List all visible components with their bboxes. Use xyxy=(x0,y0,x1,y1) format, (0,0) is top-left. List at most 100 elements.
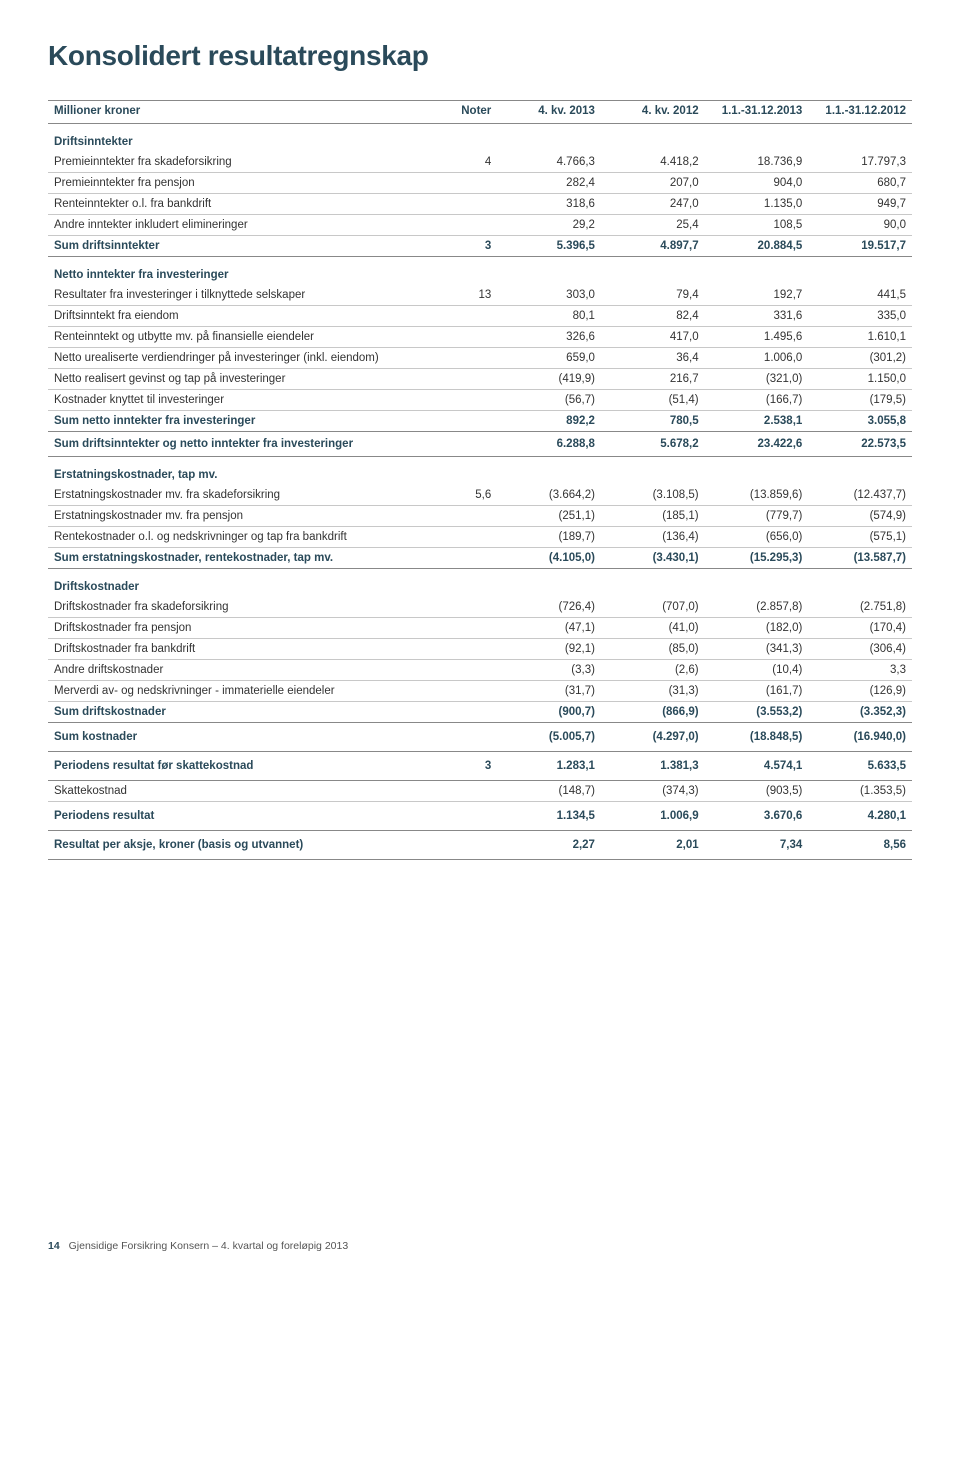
table-cell: 19.517,7 xyxy=(808,236,912,257)
table-cell: (341,3) xyxy=(705,639,809,660)
table-cell: Kostnader knyttet til investeringer xyxy=(48,390,437,411)
table-row: Driftskostnader fra pensjon(47,1)(41,0)(… xyxy=(48,618,912,639)
table-header-row: Millioner kroner Noter 4. kv. 2013 4. kv… xyxy=(48,101,912,124)
table-cell: Sum netto inntekter fra investeringer xyxy=(48,411,437,432)
table-cell: Netto realisert gevinst og tap på invest… xyxy=(48,369,437,390)
table-row: Andre inntekter inkludert elimineringer2… xyxy=(48,215,912,236)
table-cell xyxy=(437,369,497,390)
table-cell: 3.055,8 xyxy=(808,411,912,432)
table-cell: 23.422,6 xyxy=(705,432,809,457)
table-cell: Erstatningskostnader mv. fra pensjon xyxy=(48,506,437,527)
table-cell: 892,2 xyxy=(497,411,601,432)
table-cell xyxy=(497,124,601,153)
table-cell: (51,4) xyxy=(601,390,705,411)
table-cell: 17.797,3 xyxy=(808,152,912,173)
table-cell: (41,0) xyxy=(601,618,705,639)
table-cell: 2,01 xyxy=(601,831,705,860)
table-cell: Driftskostnader fra pensjon xyxy=(48,618,437,639)
table-cell xyxy=(437,548,497,569)
table-row: Skattekostnad(148,7)(374,3)(903,5)(1.353… xyxy=(48,781,912,802)
table-cell xyxy=(601,257,705,286)
table-cell: Premieinntekter fra pensjon xyxy=(48,173,437,194)
table-cell: 659,0 xyxy=(497,348,601,369)
table-cell: (866,9) xyxy=(601,702,705,723)
table-cell xyxy=(437,597,497,618)
table-cell: Renteinntekter o.l. fra bankdrift xyxy=(48,194,437,215)
table-cell: 4.418,2 xyxy=(601,152,705,173)
table-cell xyxy=(437,457,497,486)
table-cell: (3.553,2) xyxy=(705,702,809,723)
table-cell: (15.295,3) xyxy=(705,548,809,569)
table-row: Driftskostnader fra skadeforsikring(726,… xyxy=(48,597,912,618)
table-cell: Sum driftskostnader xyxy=(48,702,437,723)
table-cell xyxy=(437,639,497,660)
table-cell: 1.134,5 xyxy=(497,802,601,831)
col-header: 1.1.-31.12.2013 xyxy=(705,101,809,124)
table-cell: 1.381,3 xyxy=(601,752,705,781)
table-cell xyxy=(437,569,497,598)
table-cell: (3.430,1) xyxy=(601,548,705,569)
table-cell: (189,7) xyxy=(497,527,601,548)
table-cell: (3.108,5) xyxy=(601,485,705,506)
table-cell xyxy=(437,723,497,752)
table-cell: (92,1) xyxy=(497,639,601,660)
table-cell: 3.670,6 xyxy=(705,802,809,831)
table-cell: (18.848,5) xyxy=(705,723,809,752)
table-row: Andre driftskostnader(3,3)(2,6)(10,4)3,3 xyxy=(48,660,912,681)
table-row: Driftskostnader fra bankdrift(92,1)(85,0… xyxy=(48,639,912,660)
table-row: Sum netto inntekter fra investeringer 892… xyxy=(48,411,912,432)
table-cell: 4.574,1 xyxy=(705,752,809,781)
table-cell xyxy=(601,569,705,598)
table-cell: (321,0) xyxy=(705,369,809,390)
table-row: Erstatningskostnader, tap mv. xyxy=(48,457,912,486)
table-cell xyxy=(808,457,912,486)
table-cell: (161,7) xyxy=(705,681,809,702)
table-cell xyxy=(497,257,601,286)
table-cell: Periodens resultat før skattekostnad xyxy=(48,752,437,781)
table-cell xyxy=(437,390,497,411)
table-cell: (251,1) xyxy=(497,506,601,527)
table-cell: 79,4 xyxy=(601,285,705,306)
table-cell: 90,0 xyxy=(808,215,912,236)
table-cell: (148,7) xyxy=(497,781,601,802)
table-row: Sum kostnader(5.005,7)(4.297,0)(18.848,5… xyxy=(48,723,912,752)
table-row: Sum driftsinntekter og netto inntekter f… xyxy=(48,432,912,457)
table-cell: 417,0 xyxy=(601,327,705,348)
table-cell xyxy=(437,831,497,860)
table-cell: 4.897,7 xyxy=(601,236,705,257)
table-cell: 1.006,9 xyxy=(601,802,705,831)
table-cell: Sum driftsinntekter og netto inntekter f… xyxy=(48,432,437,457)
table-cell xyxy=(601,124,705,153)
table-row: Erstatningskostnader mv. fra pensjon (251… xyxy=(48,506,912,527)
table-row: Periodens resultat1.134,51.006,93.670,64… xyxy=(48,802,912,831)
table-cell: Renteinntekt og utbytte mv. på finansiel… xyxy=(48,327,437,348)
table-cell: (126,9) xyxy=(808,681,912,702)
table-cell: 29,2 xyxy=(497,215,601,236)
table-cell: (301,2) xyxy=(808,348,912,369)
table-cell: 4.280,1 xyxy=(808,802,912,831)
table-cell: (5.005,7) xyxy=(497,723,601,752)
table-cell: (4.297,0) xyxy=(601,723,705,752)
table-cell: 8,56 xyxy=(808,831,912,860)
table-cell xyxy=(437,702,497,723)
table-row: Premieinntekter fra pensjon282,4207,0904… xyxy=(48,173,912,194)
col-header: 1.1.-31.12.2012 xyxy=(808,101,912,124)
table-cell: 4.766,3 xyxy=(497,152,601,173)
table-row: Rentekostnader o.l. og nedskrivninger og… xyxy=(48,527,912,548)
table-cell: Merverdi av- og nedskrivninger - immater… xyxy=(48,681,437,702)
table-cell: (903,5) xyxy=(705,781,809,802)
table-cell: Premieinntekter fra skadeforsikring xyxy=(48,152,437,173)
table-cell xyxy=(601,457,705,486)
table-cell: 1.283,1 xyxy=(497,752,601,781)
table-cell: 1.495,6 xyxy=(705,327,809,348)
table-cell: 904,0 xyxy=(705,173,809,194)
table-cell xyxy=(808,124,912,153)
table-cell: (3.664,2) xyxy=(497,485,601,506)
table-cell: (419,9) xyxy=(497,369,601,390)
table-cell: (179,5) xyxy=(808,390,912,411)
page-number: 14 xyxy=(48,1240,60,1252)
table-cell: (170,4) xyxy=(808,618,912,639)
table-cell: (12.437,7) xyxy=(808,485,912,506)
table-cell: (185,1) xyxy=(601,506,705,527)
table-cell xyxy=(437,173,497,194)
